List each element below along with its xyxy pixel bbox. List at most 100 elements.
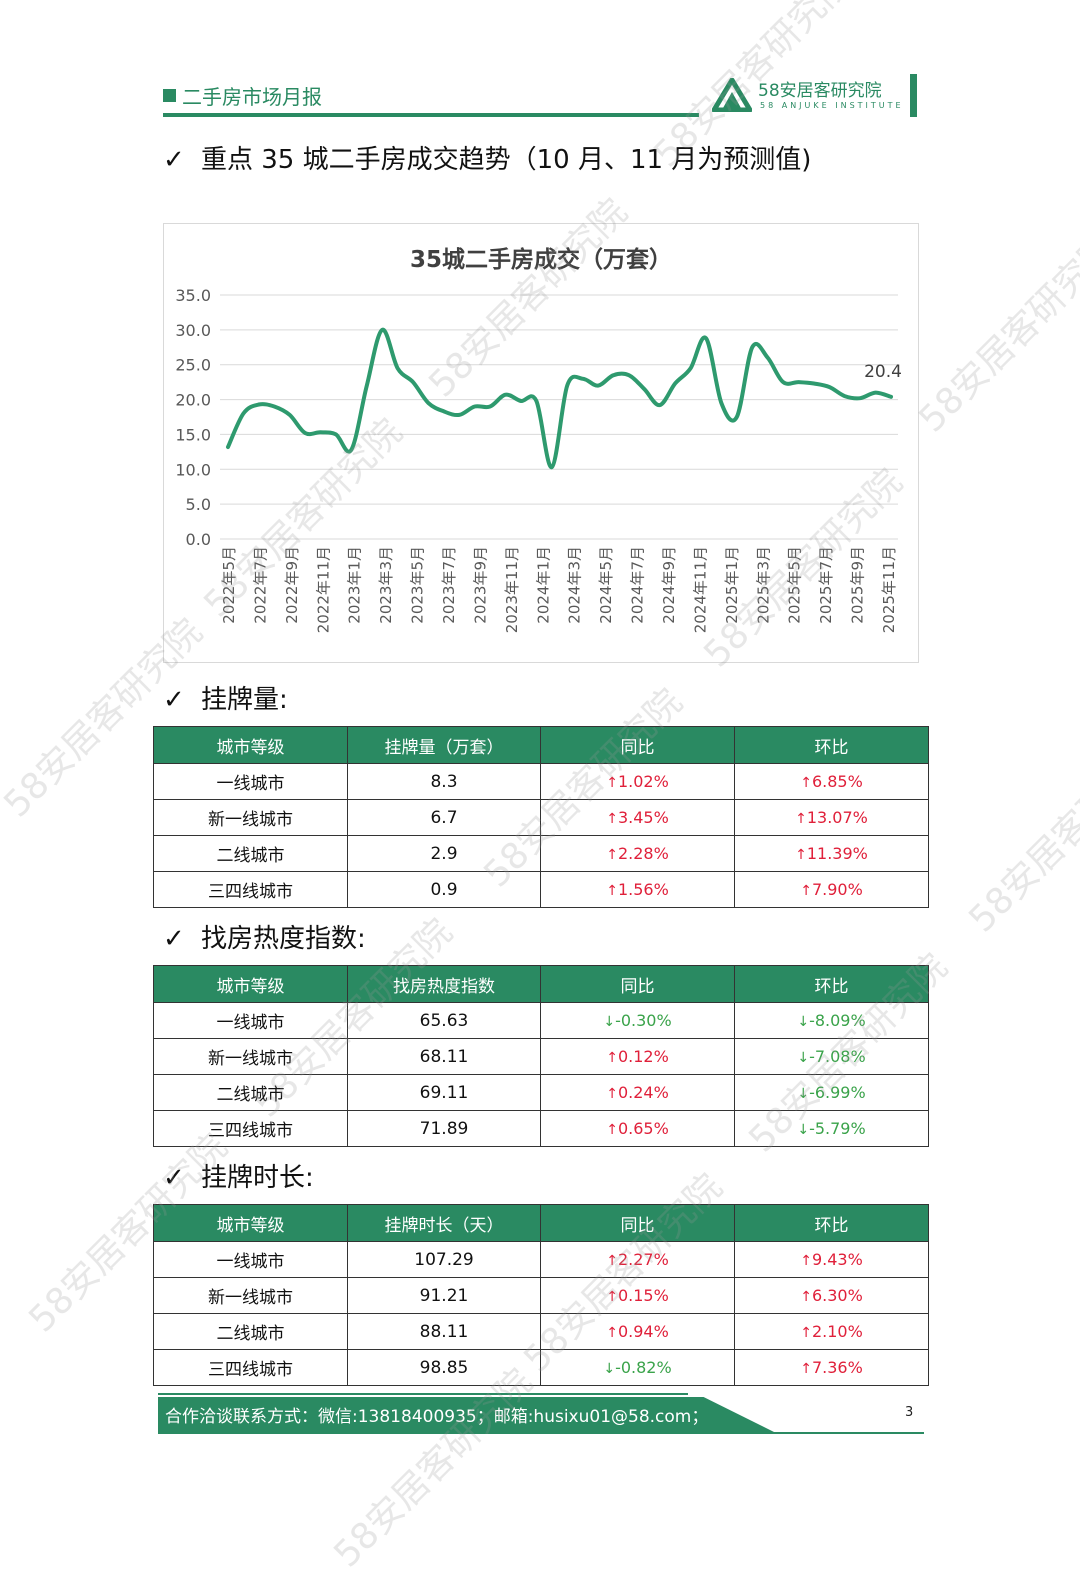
- check-icon: ✓: [163, 1163, 185, 1193]
- column-header: 挂牌量（万套）: [347, 726, 541, 764]
- x-tick-label: 2024年3月: [566, 546, 584, 624]
- table-header-row: 城市等级 挂牌时长（天） 同比 环比: [153, 1204, 929, 1242]
- table-cell: 二线城市: [153, 835, 348, 872]
- table-cell: 11.39%: [734, 835, 929, 872]
- y-tick-label: 30.0: [175, 321, 211, 340]
- y-tick-label: 20.0: [175, 391, 211, 410]
- table-cell: 69.11: [347, 1074, 541, 1111]
- table-header-row: 城市等级 挂牌量（万套） 同比 环比: [153, 726, 929, 764]
- x-tick-label: 2023年3月: [377, 546, 395, 624]
- watermark: 58安居客研究院: [961, 726, 1080, 941]
- x-tick-label: 2025年3月: [754, 546, 772, 624]
- x-tick-label: 2024年9月: [660, 546, 678, 624]
- table-cell: 二线城市: [153, 1313, 348, 1350]
- column-header: 城市等级: [153, 965, 348, 1003]
- table-cell: 2.28%: [540, 835, 735, 872]
- logo-english: 58 ANJUKE INSTITUTE: [760, 101, 904, 110]
- section-title-text: 找房热度指数:: [201, 924, 366, 954]
- table-cell: 2.9: [347, 835, 541, 872]
- column-header: 同比: [540, 726, 735, 764]
- table-cell: -5.79%: [734, 1110, 929, 1147]
- table-cell: 6.7: [347, 799, 541, 836]
- header-marker: [163, 89, 176, 102]
- table-cell: 2.27%: [540, 1241, 735, 1278]
- table-cell: 88.11: [347, 1313, 541, 1350]
- section-title-text: 挂牌时长:: [201, 1163, 314, 1193]
- page-number: 3: [905, 1405, 914, 1420]
- footer-band: [158, 1397, 778, 1434]
- x-tick-label: 2022年11月: [314, 546, 332, 633]
- footer-line: [770, 1432, 924, 1434]
- table-cell: 三四线城市: [153, 1110, 348, 1147]
- table-cell: 二线城市: [153, 1074, 348, 1111]
- column-header: 环比: [734, 965, 929, 1003]
- listing-duration-table: 城市等级挂牌时长（天）同比环比一线城市107.292.27%9.43%新一线城市…: [153, 1204, 929, 1386]
- table-cell: 2.10%: [734, 1313, 929, 1350]
- x-tick-label: 2023年9月: [471, 546, 489, 624]
- table-cell: 0.9: [347, 871, 541, 908]
- table-cell: -7.08%: [734, 1038, 929, 1075]
- section-title-text: 重点 35 城二手房成交趋势（10 月、11 月为预测值): [201, 145, 812, 175]
- watermark: 58安居客研究院: [911, 226, 1080, 441]
- x-tick-label: 2023年7月: [440, 546, 458, 624]
- table-cell: 9.43%: [734, 1241, 929, 1278]
- table-cell: 3.45%: [540, 799, 735, 836]
- header-divider: [163, 113, 699, 117]
- data-label: 20.4: [864, 362, 902, 382]
- table-cell: 1.56%: [540, 871, 735, 908]
- footer-line: [158, 1393, 688, 1395]
- table-cell: 三四线城市: [153, 871, 348, 908]
- check-icon: ✓: [163, 685, 185, 715]
- chart-panel: 35城二手房成交（万套） 35.0 30.0 25.0 20.0 15.0 10.0 5.0…: [163, 223, 919, 663]
- x-tick-label: 2025年1月: [723, 546, 741, 624]
- x-tick-label: 2025年5月: [786, 546, 804, 624]
- heat-index-table: 城市等级找房热度指数同比环比一线城市65.63-0.30%-8.09%新一线城市…: [153, 965, 929, 1147]
- table-cell: 6.30%: [734, 1277, 929, 1314]
- column-header: 挂牌时长（天）: [347, 1204, 541, 1242]
- table-cell: 新一线城市: [153, 1277, 348, 1314]
- table-header-row: 城市等级 找房热度指数 同比 环比: [153, 965, 929, 1003]
- table-cell: 一线城市: [153, 763, 348, 800]
- table-cell: 0.65%: [540, 1110, 735, 1147]
- x-tick-label: 2024年5月: [597, 546, 615, 624]
- column-header: 环比: [734, 726, 929, 764]
- column-header: 城市等级: [153, 726, 348, 764]
- table-cell: 新一线城市: [153, 799, 348, 836]
- table-cell: -8.09%: [734, 1002, 929, 1039]
- table-cell: 7.36%: [734, 1349, 929, 1386]
- table-cell: -6.99%: [734, 1074, 929, 1111]
- y-tick-label: 5.0: [186, 495, 211, 514]
- line-chart: 35.0 30.0 25.0 20.0 15.0 10.0 5.0 0.0 2022年5月 202…: [175, 286, 902, 633]
- y-tick-label: 0.0: [186, 530, 211, 549]
- y-tick-label: 25.0: [175, 356, 211, 375]
- column-header: 城市等级: [153, 1204, 348, 1242]
- column-header: 同比: [540, 1204, 735, 1242]
- column-header: 环比: [734, 1204, 929, 1242]
- table-cell: 0.94%: [540, 1313, 735, 1350]
- chart-title: 35城二手房成交（万套）: [409, 247, 672, 273]
- x-tick-label: 2024年11月: [691, 546, 709, 633]
- y-tick-label: 35.0: [175, 286, 211, 305]
- table-cell: 65.63: [347, 1002, 541, 1039]
- x-tick-label: 2022年9月: [283, 546, 301, 624]
- table-cell: 13.07%: [734, 799, 929, 836]
- listing-table: 城市等级挂牌量（万套）同比环比一线城市8.31.02%6.85%新一线城市6.7…: [153, 726, 929, 908]
- column-header: 找房热度指数: [347, 965, 541, 1003]
- table-cell: -0.82%: [540, 1349, 735, 1386]
- column-header: 同比: [540, 965, 735, 1003]
- table-cell: 8.3: [347, 763, 541, 800]
- watermark: 58安居客研究院: [326, 1361, 541, 1576]
- table-cell: 0.15%: [540, 1277, 735, 1314]
- table-cell: 71.89: [347, 1110, 541, 1147]
- table-cell: 107.29: [347, 1241, 541, 1278]
- x-tick-label: 2024年7月: [629, 546, 647, 624]
